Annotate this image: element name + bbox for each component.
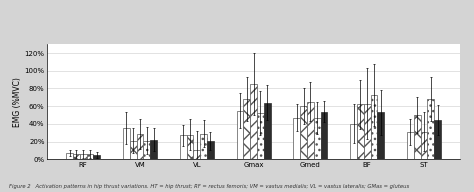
Bar [73,154,80,159]
Bar [257,113,264,159]
Bar [377,112,384,159]
Bar [150,140,157,159]
Bar [187,135,193,159]
Bar [66,153,73,159]
Bar [434,120,441,159]
Bar [407,132,414,159]
Bar [300,106,307,159]
Bar [200,134,207,159]
Bar [414,115,420,159]
Bar [123,128,130,159]
Bar [320,112,328,159]
Bar [293,118,300,159]
Bar [243,99,250,159]
Bar [193,151,200,159]
Bar [314,118,320,159]
Bar [364,103,371,159]
Bar [250,84,257,159]
Bar [350,124,357,159]
Bar [371,95,377,159]
Bar [420,132,428,159]
Bar [428,99,434,159]
Bar [180,135,187,159]
Bar [87,154,93,159]
Bar [264,103,271,159]
Bar [93,155,100,159]
Bar [80,154,87,159]
Bar [144,141,150,159]
Bar [307,102,314,159]
Y-axis label: EMG (%MVC): EMG (%MVC) [13,77,22,127]
Bar [130,141,137,159]
Bar [137,134,144,159]
Bar [357,104,364,159]
Bar [237,111,243,159]
Bar [207,141,214,159]
Text: Figure 2   Activation patterns in hip thrust variations. HT = hip thrust; RF = r: Figure 2 Activation patterns in hip thru… [9,184,410,189]
